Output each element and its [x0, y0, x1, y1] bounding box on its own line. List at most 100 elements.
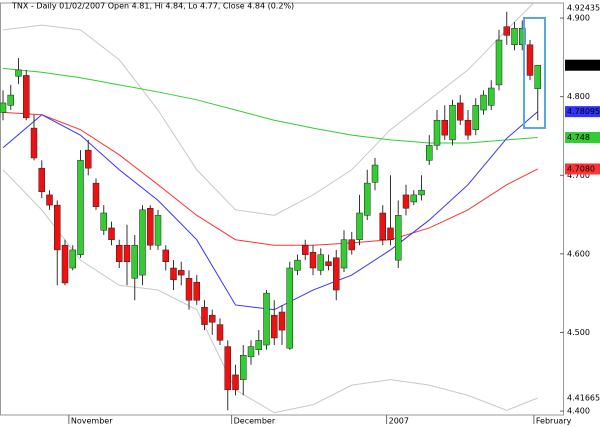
candle-body	[348, 239, 355, 251]
y-tick-label: 4.900	[567, 14, 590, 23]
candle-body	[286, 267, 293, 349]
candle-body	[61, 244, 69, 284]
candle-body	[185, 277, 193, 301]
y-tick-label: 4.400	[567, 407, 590, 416]
candle-body	[309, 252, 317, 269]
candle-body	[488, 87, 495, 106]
candle-body	[503, 26, 510, 36]
overlay-line	[2, 67, 538, 144]
candle-body	[519, 28, 526, 46]
candle-body	[278, 311, 286, 331]
candle-body	[209, 314, 216, 323]
last-value-box	[565, 132, 600, 144]
candle-body	[170, 267, 177, 281]
candle-body	[387, 227, 394, 240]
candle-body	[108, 227, 115, 240]
candle-body	[271, 314, 278, 339]
candle-body	[480, 94, 487, 111]
last-value-label: 4.7080	[567, 164, 595, 173]
candle-body	[201, 307, 208, 325]
candle-body	[534, 64, 541, 90]
axis: 4.400 4.500 4.600 4.700 4.800 4.900 November De…	[68, 2, 600, 426]
candle-body	[139, 209, 146, 276]
candle-body	[294, 259, 301, 271]
last-value-label: 4.41665	[567, 393, 600, 402]
overlay-line	[2, 169, 538, 414]
chart-title: TNX - Daily 01/02/2007 Open 4.81, Hi 4.8…	[11, 2, 294, 11]
candle-body	[7, 94, 14, 106]
candle-body	[418, 189, 425, 196]
candle-body	[333, 257, 340, 291]
candle-body	[302, 244, 309, 255]
overlay-line	[2, 111, 538, 246]
last-value-box	[565, 392, 600, 404]
candle-body	[77, 160, 84, 255]
candle-body	[340, 239, 348, 269]
candle-body	[356, 212, 363, 240]
y-tick-label: 4.500	[567, 328, 590, 337]
candle-body	[457, 102, 464, 121]
y-tick-label: 4.800	[567, 92, 590, 101]
candle-body	[15, 69, 22, 77]
candle-body	[116, 244, 123, 262]
last-value-label: 4.84	[567, 61, 585, 70]
x-tick-label: December	[234, 417, 276, 426]
candles	[0, 11, 541, 411]
candle-body	[224, 346, 231, 391]
candle-body	[247, 346, 255, 358]
x-tick-label: February	[536, 417, 572, 426]
candle-body	[317, 254, 324, 271]
candle-body	[240, 355, 247, 380]
candle-body	[23, 75, 30, 119]
x-tick-label: November	[71, 417, 113, 426]
candle-body	[154, 215, 162, 246]
candle-body	[162, 249, 169, 262]
last-value-box	[565, 163, 600, 175]
x-tick-label: 2007	[389, 417, 409, 426]
candle-body	[511, 28, 518, 46]
candle-body	[147, 208, 154, 246]
candle-body	[216, 324, 224, 341]
candle-body	[85, 149, 92, 169]
candle-body	[426, 145, 433, 161]
candle-body	[123, 244, 131, 262]
y-tick-label: 4.600	[567, 249, 590, 258]
candle-body	[410, 194, 417, 203]
candle-body	[464, 119, 472, 136]
highlight-box	[523, 17, 546, 129]
candle-body	[232, 374, 239, 391]
candle-body	[178, 270, 185, 276]
candle-body	[325, 261, 332, 266]
candle-body	[193, 281, 200, 301]
last-value-label: 4.92435	[567, 4, 600, 13]
candle-body	[379, 212, 386, 240]
candle-body	[38, 167, 45, 193]
candle-body	[255, 340, 262, 351]
y-tick-label: 4.700	[567, 171, 590, 180]
candle-body	[54, 204, 61, 251]
candle-body	[46, 194, 53, 206]
candle-body	[131, 244, 138, 279]
last-value-label: 4.78095	[567, 107, 600, 116]
candle-body	[395, 215, 402, 261]
candle-body	[449, 105, 456, 141]
candle-body	[495, 39, 503, 86]
last-value-label: 4.748	[567, 133, 590, 142]
last-value-box	[565, 106, 600, 118]
candle-body	[402, 194, 410, 209]
candle-body	[100, 212, 107, 231]
candle-body	[92, 182, 100, 207]
candle-body	[69, 249, 76, 269]
candle-body	[371, 164, 379, 183]
last-value-box	[565, 2, 600, 14]
overlay-line	[2, 3, 535, 216]
candle-body	[526, 44, 534, 76]
candle-body	[364, 182, 371, 216]
candle-body	[263, 292, 270, 346]
last-value-box	[565, 59, 600, 71]
plot-frame	[0, 2, 564, 416]
candle-body	[0, 102, 7, 113]
candle-body	[30, 127, 38, 159]
candle-body	[433, 119, 441, 146]
